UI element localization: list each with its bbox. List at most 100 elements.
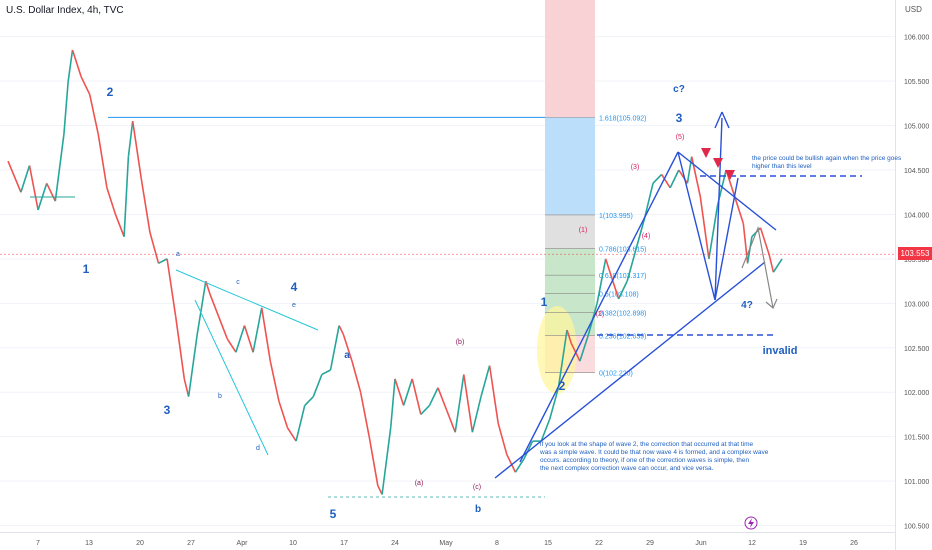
price-segment <box>196 280 207 335</box>
price-segment <box>381 427 392 495</box>
price-segment <box>660 174 671 189</box>
wave-label-minor: b <box>218 393 222 400</box>
price-segment <box>63 81 69 135</box>
x-tick-label: 24 <box>391 540 399 547</box>
wave-label-major: 4 <box>291 280 298 294</box>
price-segment <box>454 374 465 433</box>
wave-label-major: 1 <box>83 262 90 276</box>
price-segment <box>54 134 65 202</box>
currency-label: USD <box>905 5 922 14</box>
x-tick-label: 15 <box>544 540 552 547</box>
wave-label-major: 2 <box>107 85 114 99</box>
price-segment <box>80 76 91 95</box>
price-segment <box>557 329 568 388</box>
fib-level-label: 1(103.995) <box>599 213 633 220</box>
wave-label-sub: (a) <box>415 480 424 487</box>
price-segment <box>394 378 405 406</box>
price-segment <box>174 316 186 379</box>
price-segment <box>463 374 474 433</box>
price-segment <box>389 378 396 428</box>
chart-title: U.S. Dollar Index, 4h, TVC <box>6 5 124 16</box>
price-segment <box>617 280 628 300</box>
y-tick-label: 106.000 <box>904 35 929 42</box>
price-segment <box>321 369 331 376</box>
triangle-legs <box>677 117 723 301</box>
x-tick-label: 20 <box>136 540 144 547</box>
price-segment <box>140 178 151 233</box>
last-price-tag: 103.553 <box>898 247 932 260</box>
price-segment <box>312 374 323 397</box>
price-segment <box>342 334 353 362</box>
wave-label-sub: (c) <box>473 484 481 491</box>
invalid-label: invalid <box>763 345 798 357</box>
y-tick-label: 103.500 <box>904 257 929 264</box>
price-segment <box>742 223 749 264</box>
support-trendline <box>494 261 766 479</box>
price-segment <box>209 294 220 317</box>
price-segment <box>71 49 82 77</box>
price-segment <box>437 387 448 411</box>
projection-arrow-head <box>765 298 778 309</box>
x-tick-label: 8 <box>495 540 499 547</box>
x-tick-label: May <box>439 540 453 547</box>
bottom-note: if you look at the shape of wave 2, the … <box>539 441 769 472</box>
red-arrow-icon <box>713 158 723 168</box>
price-segment <box>183 378 190 397</box>
bullish-note: the price could be bullish again when th… <box>752 155 902 170</box>
red-arrow-icon <box>701 148 711 158</box>
wave-label-minor: b <box>475 504 481 515</box>
arrow-head-up-right <box>721 111 730 129</box>
price-segment <box>123 156 130 237</box>
price-segment <box>20 165 31 193</box>
y-tick-label: 102.000 <box>904 390 929 397</box>
x-axis-line <box>0 532 895 533</box>
x-tick-label: 27 <box>187 540 195 547</box>
price-segment <box>158 258 168 265</box>
price-segment <box>445 409 456 433</box>
price-segment <box>252 307 263 353</box>
y-tick-label: 101.000 <box>904 479 929 486</box>
price-segment <box>669 169 680 189</box>
price-segment <box>269 360 280 402</box>
fib-level-label: 0(102.220) <box>599 371 633 378</box>
highlight-ellipse <box>537 306 577 394</box>
price-segment <box>278 400 289 429</box>
y-tick-label: 102.500 <box>904 346 929 353</box>
fib-level-label: 0.786(103.615) <box>599 247 646 254</box>
price-segment <box>368 436 379 486</box>
lightning-bolt-icon <box>748 518 754 528</box>
wave-label-sub: (1) <box>579 227 588 234</box>
y-tick-label: 100.500 <box>904 524 929 531</box>
y-tick-label: 104.500 <box>904 168 929 175</box>
price-segment <box>114 214 125 237</box>
wave-label-major: 3 <box>164 403 171 417</box>
wave-label-major: 5 <box>330 507 337 521</box>
price-segment <box>772 258 783 273</box>
x-tick-label: Apr <box>237 540 249 547</box>
price-segment <box>596 258 607 304</box>
wave-label-major: 1 <box>541 295 548 309</box>
price-segment <box>149 232 160 264</box>
rise-trendline <box>519 151 679 463</box>
fib-level-label: 0.382(102.898) <box>599 310 646 317</box>
wave-label-minor: a <box>176 251 180 258</box>
price-segment <box>699 196 710 259</box>
price-segment <box>166 258 177 317</box>
wave-label-minor: d <box>256 445 260 452</box>
fib-level-label: 0.236(102.639) <box>599 333 646 340</box>
wave-label-sub: (2) <box>596 311 605 318</box>
price-segment <box>708 205 719 260</box>
price-segment <box>28 165 39 211</box>
fib-zone-grey <box>545 214 595 249</box>
fib-level-label: 0.618(103.317) <box>599 273 646 280</box>
price-segment <box>579 334 590 362</box>
x-tick-label: 13 <box>85 540 93 547</box>
x-tick-label: Jun <box>695 540 706 547</box>
price-segment <box>304 396 314 407</box>
x-tick-label: 10 <box>289 540 297 547</box>
wave-label-sub: (5) <box>676 134 685 141</box>
price-segment <box>420 404 430 416</box>
wave-label-minor: e <box>292 302 296 309</box>
price-segment <box>131 120 143 180</box>
